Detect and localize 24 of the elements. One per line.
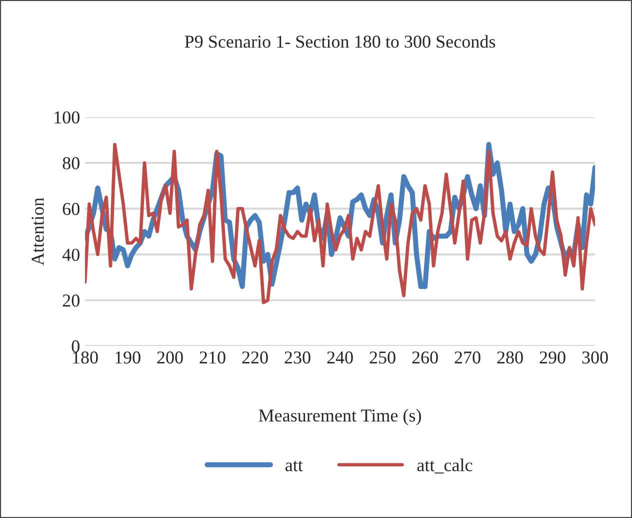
x-tick-label: 250 [370, 351, 396, 364]
chart-title: P9 Scenario 1- Section 180 to 300 Seconds [184, 35, 496, 48]
x-tick-label: 300 [582, 351, 608, 364]
x-tick-label: 230 [284, 351, 310, 364]
x-tick-label: 210 [200, 351, 226, 364]
y-tick-label: 0 [72, 340, 80, 352]
y-tick-label: 60 [62, 202, 80, 216]
x-tick-label: 220 [242, 351, 268, 364]
x-tick-label: 270 [454, 351, 480, 364]
x-axis-title: Measurement Time (s) [258, 408, 421, 426]
y-tick-label: 100 [54, 111, 80, 124]
y-tick-label: 20 [62, 294, 80, 307]
y-axis-title: Attention [32, 198, 44, 266]
x-tick-label: 260 [412, 351, 438, 364]
y-tick-label: 40 [62, 248, 80, 261]
y-tick-label: 80 [62, 157, 80, 170]
x-tick-label: 180 [73, 351, 98, 364]
x-tick-label: 280 [497, 351, 523, 364]
x-tick-label: 190 [116, 351, 140, 364]
x-tick-label: 240 [327, 351, 353, 364]
x-tick-label: 290 [540, 351, 566, 364]
x-tick-label: 200 [157, 351, 183, 364]
legend-label: att [286, 460, 303, 472]
legend-label: att_calc [417, 458, 472, 474]
